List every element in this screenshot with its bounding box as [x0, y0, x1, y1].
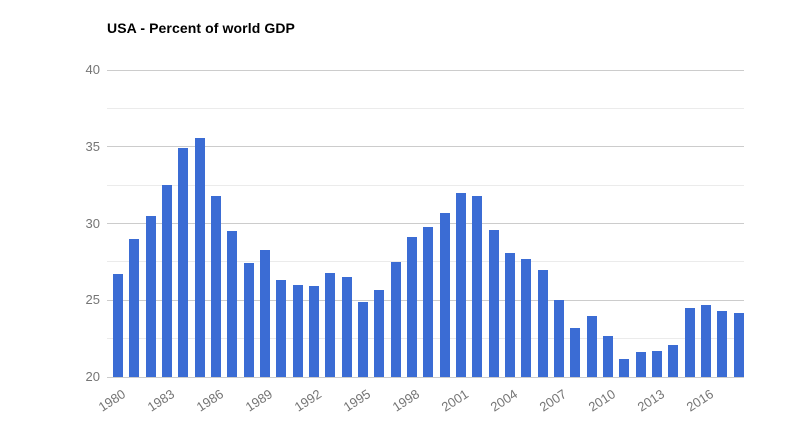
bar-2010: [603, 335, 613, 377]
bar-2018: [733, 312, 744, 377]
x-axis-tick-label: 1995: [340, 386, 374, 415]
bar-1998: [407, 237, 417, 377]
gridline-major: [107, 223, 744, 224]
x-axis-tick-label: 2004: [487, 386, 521, 415]
bar-1984: [178, 148, 189, 377]
x-axis-tick-label: 2013: [634, 386, 668, 415]
bar-2017: [717, 310, 728, 377]
bar-2007: [554, 300, 564, 377]
bar-2014: [668, 344, 679, 377]
y-axis-tick-label: 25: [85, 292, 100, 308]
x-axis-tick-label: 1986: [193, 386, 227, 415]
bar-2009: [586, 315, 597, 377]
bar-2016: [701, 304, 711, 377]
bar-2002: [472, 195, 483, 377]
bar-1982: [145, 215, 156, 377]
bar-2004: [505, 252, 515, 377]
chart-title: USA - Percent of world GDP: [107, 20, 295, 36]
gridline-minor: [107, 107, 744, 109]
y-axis-tick-label: 20: [85, 369, 100, 384]
bar-1981: [129, 238, 140, 377]
y-axis-tick-label: 35: [85, 138, 100, 154]
bar-1997: [390, 261, 401, 377]
x-axis-tick-label: 1989: [242, 386, 276, 415]
bar-1987: [227, 231, 238, 377]
bar-1994: [341, 277, 352, 377]
bar-1989: [260, 249, 270, 377]
bar-1993: [325, 272, 336, 377]
y-axis-tick-label: 40: [85, 62, 100, 77]
bar-1985: [194, 137, 205, 377]
x-axis-tick-label: 1980: [95, 386, 129, 415]
bar-1991: [292, 284, 303, 377]
y-axis-tick-label: 30: [85, 215, 100, 231]
x-axis-tick-label: 1992: [291, 386, 325, 415]
gridline-major: [107, 69, 744, 71]
x-axis-tick-label: 2001: [438, 386, 472, 415]
bar-2006: [537, 269, 548, 377]
bar-2008: [570, 327, 581, 377]
bar-2001: [456, 192, 466, 377]
bar-2003: [488, 229, 499, 377]
bar-2005: [521, 258, 532, 377]
gridline-minor: [107, 184, 744, 186]
bar-1986: [211, 195, 221, 377]
x-axis-tick-label: 1998: [389, 386, 423, 415]
bar-1980: [113, 274, 123, 377]
x-axis-tick-label: 1983: [144, 386, 178, 415]
x-axis-tick-label: 2007: [536, 386, 570, 415]
bar-1995: [358, 301, 368, 377]
bar-1992: [309, 286, 319, 377]
bar-2015: [684, 307, 695, 377]
bar-1988: [243, 263, 254, 377]
x-axis-tick-label: 2016: [683, 386, 717, 415]
gridline-major: [107, 376, 744, 378]
bar-1996: [374, 289, 385, 377]
bar-2013: [652, 350, 662, 377]
bar-2011: [619, 358, 630, 377]
bar-2000: [439, 212, 450, 377]
bar-1999: [423, 226, 434, 377]
bar-1983: [162, 185, 172, 377]
bar-2012: [635, 352, 646, 377]
bar-1990: [276, 280, 287, 377]
x-axis-tick-label: 2010: [585, 386, 619, 415]
gridline-major: [107, 146, 744, 148]
